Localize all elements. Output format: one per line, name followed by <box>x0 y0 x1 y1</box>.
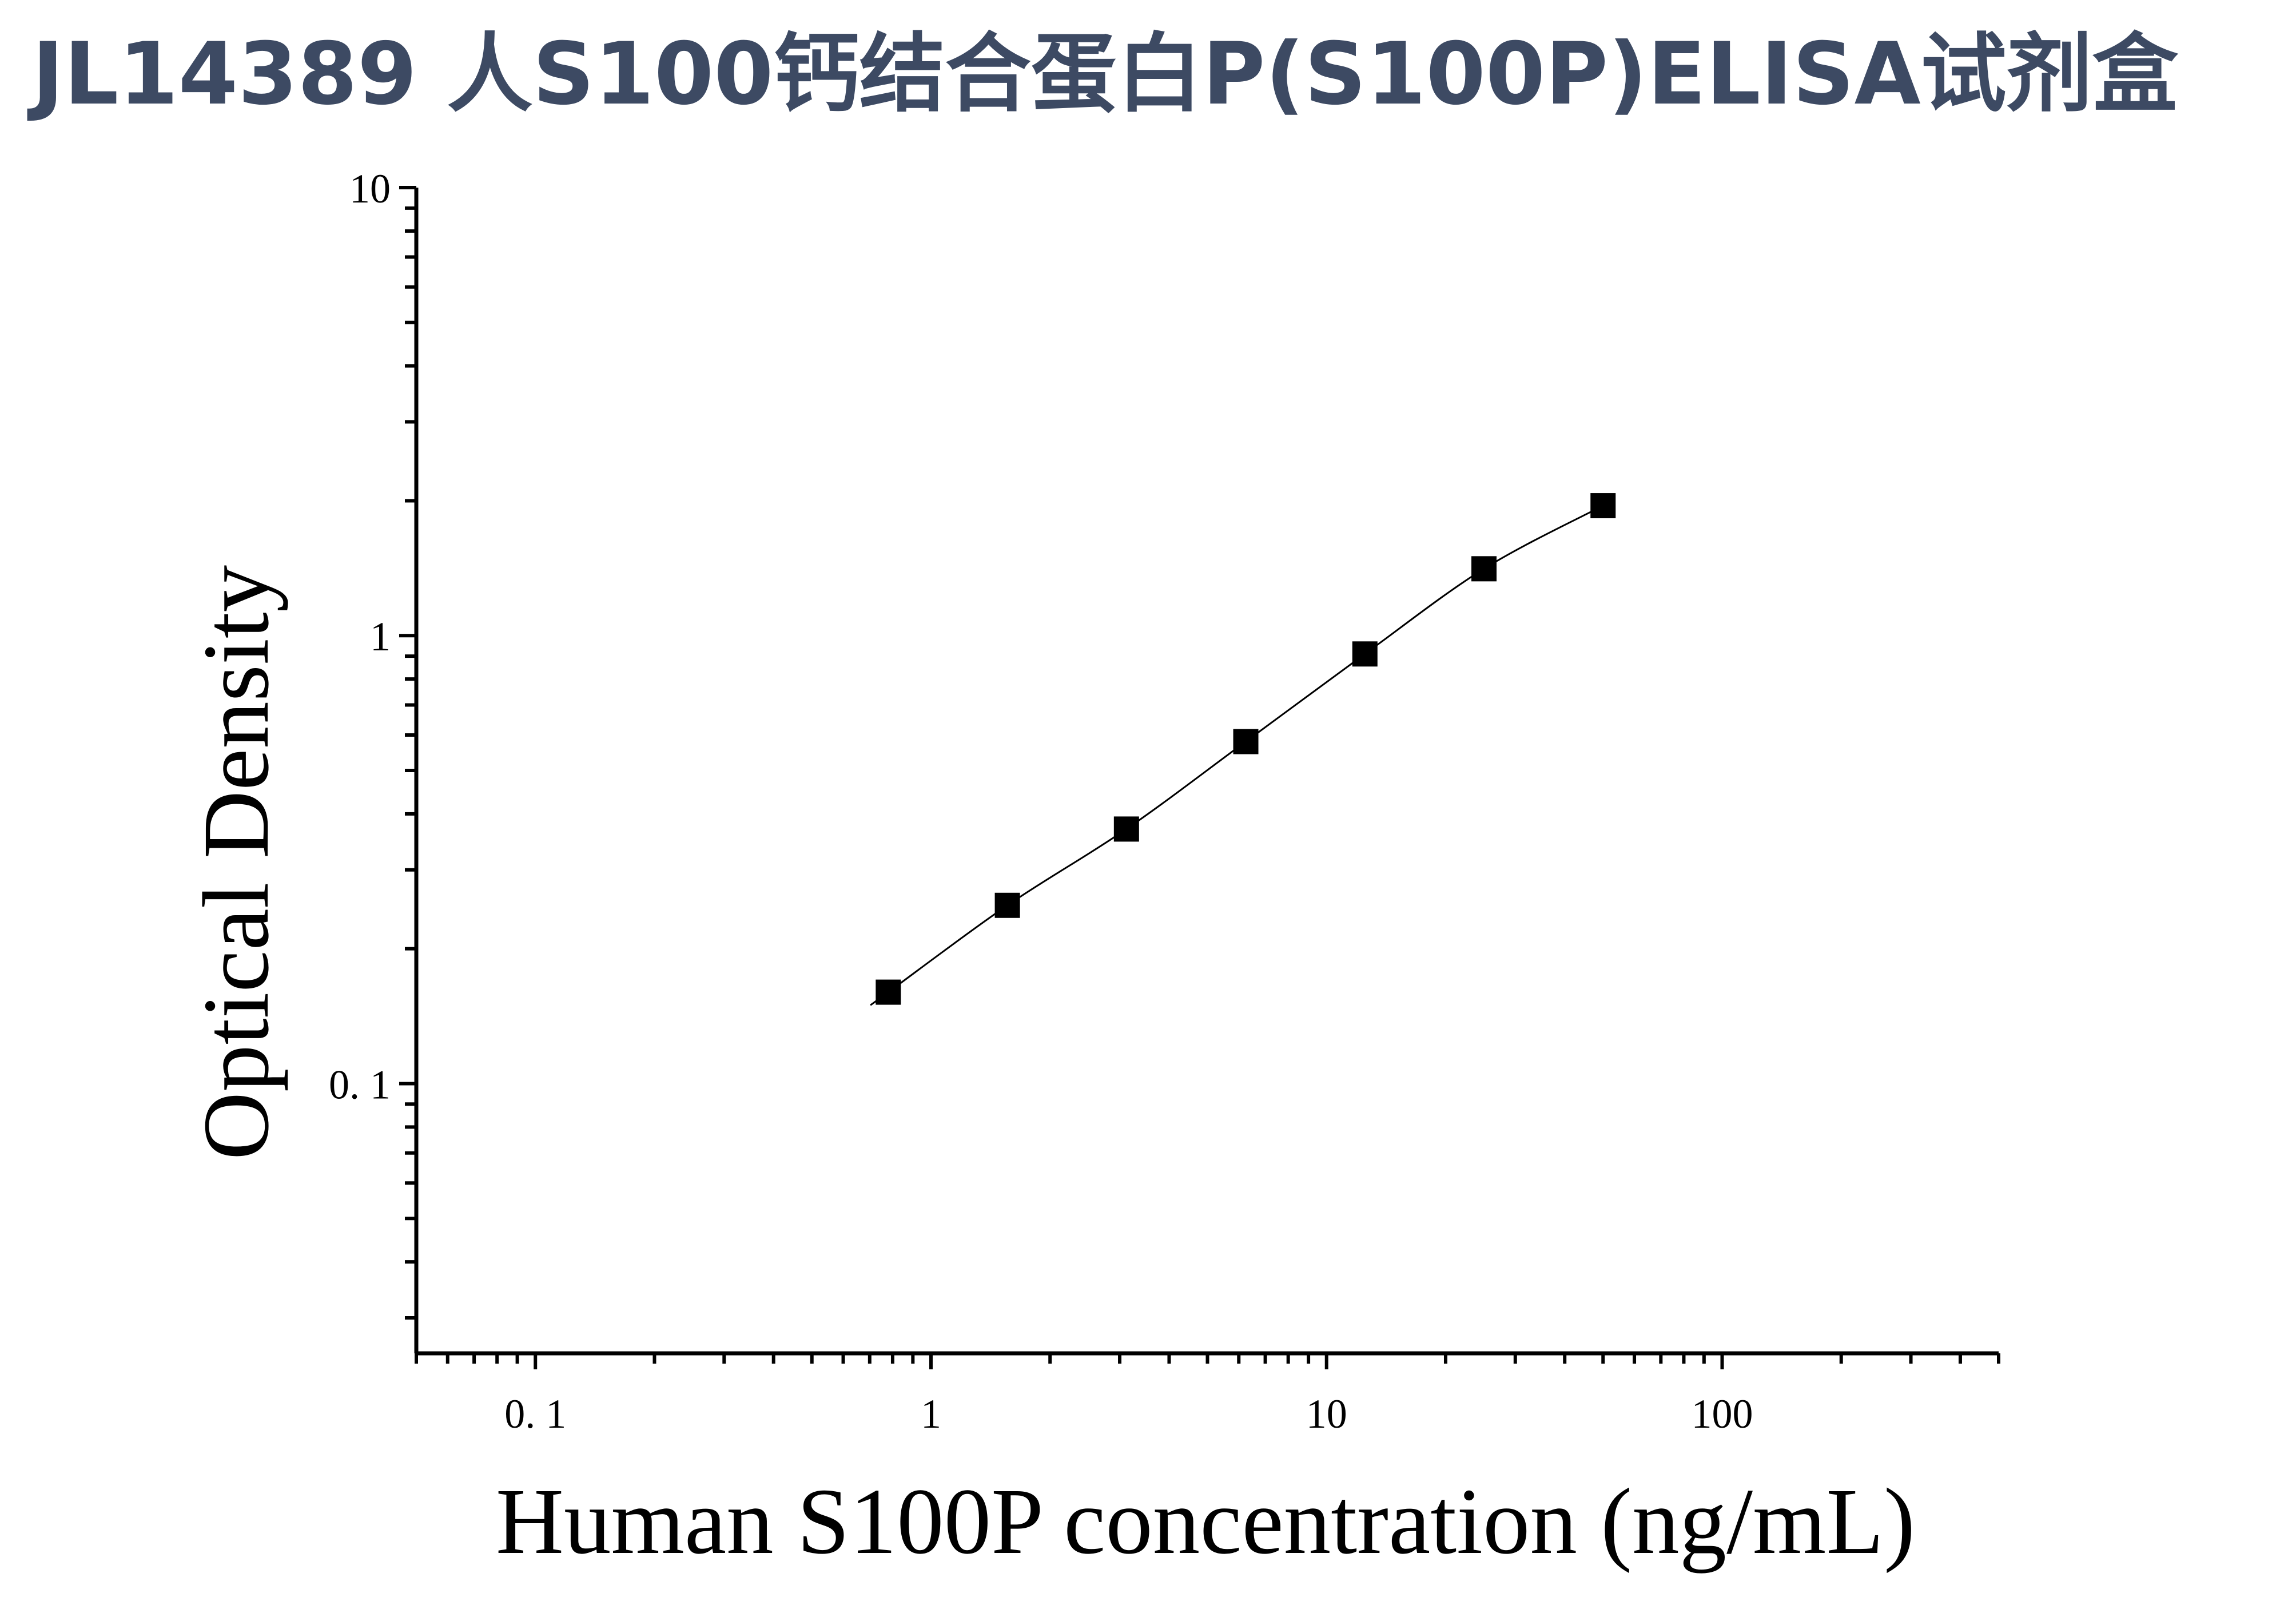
data-point <box>876 979 901 1005</box>
chart-title: JL14389 人S100钙结合蛋白P(S100P)ELISA试剂盒 <box>32 25 2178 124</box>
data-point <box>1113 816 1139 842</box>
x-tick-label: 0. 1 <box>504 1391 566 1437</box>
x-axis-ticks: 0. 1 1 10 100 <box>415 1353 2000 1437</box>
x-axis-label: Human S100P concentration (ng/mL) <box>496 1469 1915 1574</box>
data-point <box>1352 641 1378 667</box>
y-axis-label: Optical Density <box>184 565 288 1160</box>
y-tick-label: 10 <box>349 166 391 212</box>
data-point <box>1471 556 1497 582</box>
data-points-layer <box>876 493 1616 1005</box>
data-point <box>994 892 1020 918</box>
x-tick-label: 100 <box>1691 1391 1753 1437</box>
y-tick-label: 0. 1 <box>329 1062 391 1107</box>
y-tick-label: 1 <box>370 614 391 660</box>
data-point <box>1590 493 1616 519</box>
x-tick-label: 1 <box>921 1391 941 1437</box>
y-axis-ticks: 0. 1 1 10 <box>329 166 416 1320</box>
data-point <box>1233 729 1259 754</box>
x-tick-label: 10 <box>1306 1391 1347 1437</box>
